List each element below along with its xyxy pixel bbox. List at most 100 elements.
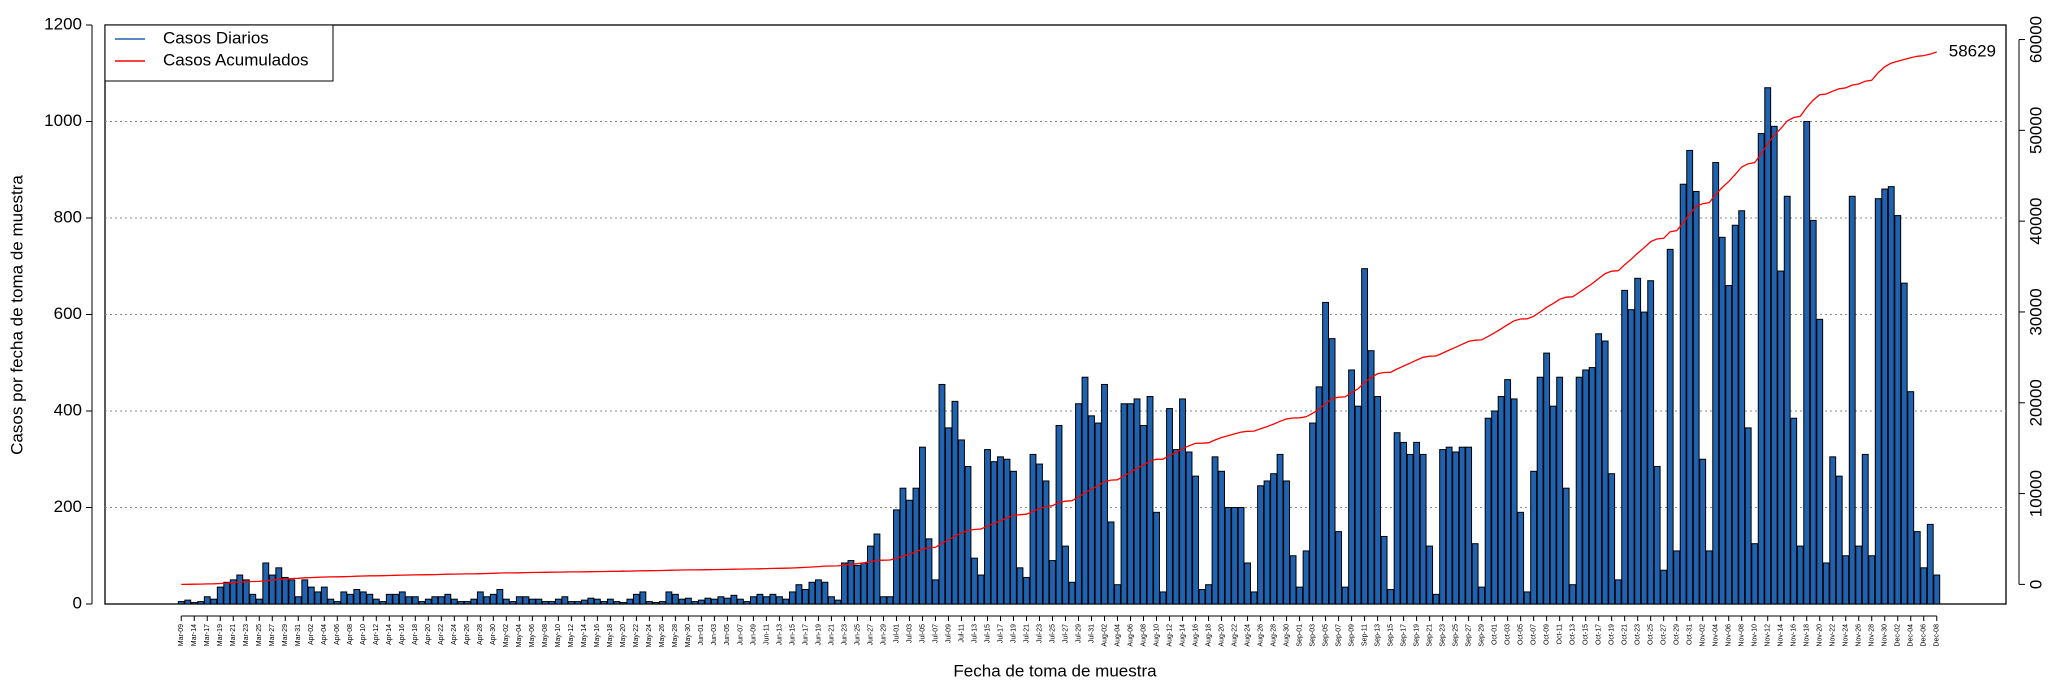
x-tick-label: Jul-23 xyxy=(1036,624,1043,643)
bar xyxy=(990,461,998,605)
x-tick-label: Apr-22 xyxy=(438,624,445,645)
x-tick-label: Nov-06 xyxy=(1726,624,1733,647)
x-tick-label: May-12 xyxy=(568,624,575,647)
x-tick-label: Jul-19 xyxy=(1010,624,1017,643)
y2-tick-label: 10000 xyxy=(2026,470,2045,517)
bar xyxy=(1575,376,1583,605)
bar xyxy=(932,579,939,605)
bar xyxy=(938,383,946,605)
bar xyxy=(1705,550,1713,605)
bar xyxy=(1270,473,1277,605)
bar xyxy=(1829,456,1837,605)
bar xyxy=(1465,446,1473,605)
bar xyxy=(541,601,549,605)
bar xyxy=(1302,550,1310,605)
bar xyxy=(658,601,666,605)
x-tick-label: Jul-11 xyxy=(958,624,965,643)
x-tick-label: May-14 xyxy=(581,624,588,647)
x-tick-label: Jun-09 xyxy=(750,624,757,646)
x-tick-label: Apr-02 xyxy=(308,624,315,645)
bar xyxy=(613,601,621,605)
bar xyxy=(1101,383,1108,605)
bar xyxy=(1075,403,1082,605)
y2-tick-label: 30000 xyxy=(2026,288,2045,335)
bar xyxy=(1166,408,1173,605)
bar xyxy=(268,574,276,605)
bar xyxy=(203,596,211,605)
x-tick-label: Mar-23 xyxy=(243,624,250,646)
bar xyxy=(1751,543,1759,605)
x-tick-label: Mar-17 xyxy=(204,624,211,646)
bar xyxy=(574,601,582,605)
x-tick-label: Aug-28 xyxy=(1270,624,1277,647)
bar xyxy=(665,591,673,605)
y-tick-label: 200 xyxy=(54,497,82,516)
bar xyxy=(333,601,341,605)
x-tick-label: Jul-25 xyxy=(1049,624,1056,643)
bar xyxy=(1842,555,1850,605)
bar xyxy=(1790,417,1798,605)
bar xyxy=(906,499,913,605)
bar xyxy=(1380,535,1388,605)
x-tick-label: Sep-01 xyxy=(1296,624,1303,647)
bar xyxy=(424,598,432,605)
bar xyxy=(652,602,660,605)
bar xyxy=(762,596,770,605)
bar xyxy=(1478,586,1486,605)
bar xyxy=(327,598,335,605)
x-tick-label: Jun-17 xyxy=(802,624,809,646)
x-tick-label: Aug-14 xyxy=(1179,624,1186,647)
bar xyxy=(899,487,907,605)
bar xyxy=(1140,424,1147,605)
x-tick-label: May-06 xyxy=(529,624,536,647)
bar xyxy=(593,598,601,605)
x-tick-label: Aug-22 xyxy=(1231,624,1238,647)
bar xyxy=(1699,458,1707,605)
x-tick-label: Jun-03 xyxy=(711,624,718,646)
bar xyxy=(1341,586,1349,605)
bar xyxy=(1159,591,1167,605)
bar xyxy=(1900,282,1908,605)
bar xyxy=(1686,149,1694,605)
x-tick-label: Dec-04 xyxy=(1908,624,1915,647)
x-tick-label: Oct-29 xyxy=(1674,624,1681,645)
bar xyxy=(736,598,744,605)
x-tick-label: Aug-02 xyxy=(1101,624,1108,647)
bar xyxy=(1549,405,1557,605)
bar xyxy=(535,598,543,605)
x-tick-label: Jul-31 xyxy=(1088,624,1095,643)
bar xyxy=(1926,523,1934,605)
bar xyxy=(346,593,354,605)
x-tick-label: Jun-25 xyxy=(854,624,861,646)
bar xyxy=(1894,215,1902,605)
bar xyxy=(1296,586,1303,605)
bar xyxy=(1653,465,1661,605)
bar xyxy=(496,589,504,605)
x-tick-label: Jul-13 xyxy=(971,624,978,643)
x-tick-label: Jul-09 xyxy=(945,624,952,643)
x-tick-label: Jul-29 xyxy=(1075,624,1082,643)
x-tick-label: Apr-30 xyxy=(490,624,497,645)
y-tick-label: 0 xyxy=(73,593,82,612)
bar xyxy=(1673,550,1681,605)
x-tick-label: Sep-21 xyxy=(1426,624,1433,647)
x-tick-label: May-18 xyxy=(607,624,614,647)
bar xyxy=(1556,376,1564,605)
bar xyxy=(1536,376,1544,605)
y2-tick-label: 20000 xyxy=(2026,379,2045,426)
x-tick-label: Nov-30 xyxy=(1882,624,1889,647)
bar xyxy=(307,586,315,605)
bar xyxy=(710,598,718,605)
bar xyxy=(1393,432,1401,605)
bar xyxy=(1016,567,1024,605)
bar xyxy=(1192,475,1199,605)
bar xyxy=(704,597,712,605)
bar xyxy=(756,593,764,605)
bar xyxy=(1263,480,1271,605)
x-tick-label: Dec-06 xyxy=(1921,624,1928,647)
x-tick-label: Jul-01 xyxy=(893,624,900,643)
bar xyxy=(815,579,822,605)
bar xyxy=(860,562,868,605)
x-tick-label: Apr-04 xyxy=(321,624,328,645)
x-tick-label: Jul-17 xyxy=(997,624,1004,643)
